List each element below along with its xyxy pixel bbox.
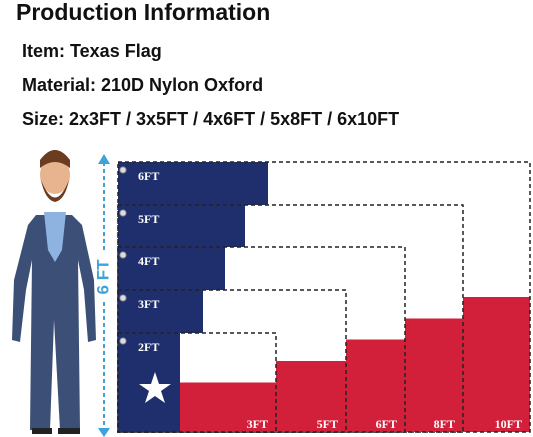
flag-width-label: 8FT	[434, 417, 455, 431]
flag-height-label: 3FT	[138, 297, 159, 311]
spec: Item: Texas Flag	[22, 41, 162, 61]
grommet	[119, 294, 127, 302]
flag-outline	[117, 332, 277, 433]
flag-white	[180, 333, 276, 383]
height-label: 6 FT	[93, 259, 112, 295]
flag-width-label: 10FT	[495, 417, 522, 431]
person	[12, 150, 96, 434]
spec: Size: 2x3FT / 3x5FT / 4x6FT / 5x8FT / 6x…	[22, 109, 399, 129]
height-arrow: 6 FT	[93, 154, 113, 437]
star	[139, 372, 171, 403]
title: Production Information	[16, 0, 270, 25]
flag-width-label: 3FT	[247, 417, 268, 431]
flag-width-label: 5FT	[317, 417, 338, 431]
flag-outline	[117, 246, 406, 433]
grommet	[119, 209, 127, 217]
flag-height-label: 2FT	[138, 340, 159, 354]
grommet	[119, 251, 127, 259]
flag-width-label: 6FT	[376, 417, 397, 431]
flag-height-label: 5FT	[138, 212, 159, 226]
grommet	[119, 337, 127, 345]
flag-height-label: 6FT	[138, 169, 159, 183]
flag-red	[180, 382, 276, 432]
flags: 6FT 10FT 5FT 8FT 4FT 6FT 3FT 5FT 2FT 3FT	[117, 161, 531, 433]
flag-height-label: 4FT	[138, 254, 159, 268]
flag-blue	[118, 333, 180, 432]
grommet	[119, 166, 127, 174]
spec: Material: 210D Nylon Oxford	[22, 75, 263, 95]
